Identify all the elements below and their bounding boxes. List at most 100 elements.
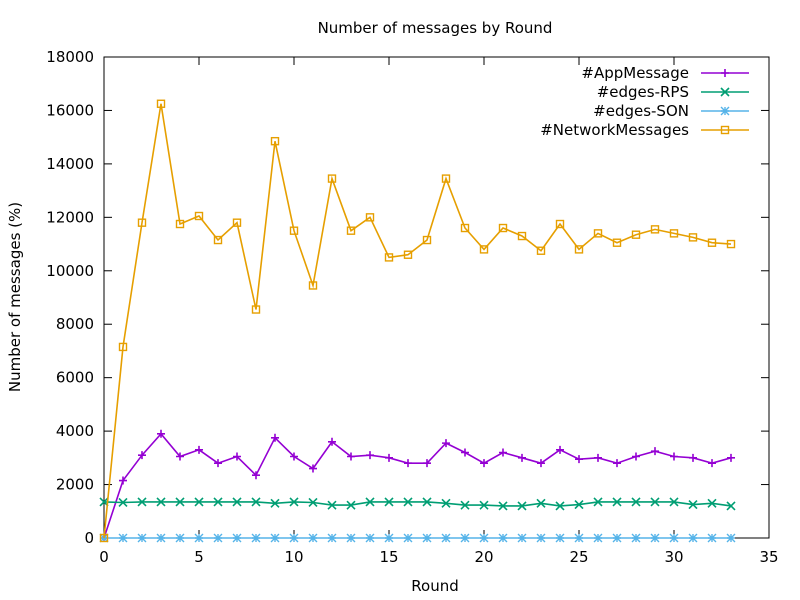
data-point-edges-son [232,533,242,543]
data-point-edges-son [327,533,337,543]
data-point-appmessage [404,459,412,468]
data-point-edges-rps [593,497,603,507]
data-point-networkmessages [593,229,603,238]
data-point-appmessage [252,471,260,480]
y-tick-label: 18000 [46,48,94,66]
data-point-edges-rps [194,497,204,507]
data-point-edges-rps [422,497,432,507]
data-point-edges-son [441,533,451,543]
data-point-networkmessages [536,246,546,255]
data-point-edges-son [213,533,223,543]
data-point-edges-rps [232,497,242,507]
data-point-appmessage [195,445,203,454]
data-point-edges-son [707,533,717,543]
data-point-networkmessages [327,174,337,183]
data-point-networkmessages [99,533,109,543]
legend-label: #edges-SON [593,102,689,120]
data-point-appmessage [442,439,450,448]
data-point-edges-rps [669,497,679,507]
data-point-networkmessages [631,230,641,239]
chart-title: Number of messages by Round [318,19,553,37]
data-point-networkmessages [365,213,375,222]
data-point-edges-son [137,533,147,543]
data-point-networkmessages [479,245,489,254]
data-point-edges-son [498,533,508,543]
data-point-edges-son [308,533,318,543]
data-point-networkmessages [194,211,204,221]
data-point-edges-rps [631,497,641,507]
data-point-edges-son [365,533,375,543]
data-point-networkmessages [650,225,660,234]
x-tick-label: 10 [284,548,303,566]
series-appmessage [100,429,735,542]
plot-area [99,99,736,543]
data-point-appmessage [670,452,678,461]
data-point-appmessage [556,445,564,454]
data-point-appmessage [214,459,222,468]
data-point-edges-son [384,533,394,543]
data-point-edges-son [517,533,527,543]
data-point-appmessage [309,464,317,473]
data-point-edges-rps [251,497,261,507]
y-tick-label: 2000 [56,476,94,494]
legend-entry-networkmessages: #NetworkMessages [540,121,749,139]
data-point-networkmessages [688,233,698,242]
data-point-networkmessages [726,239,736,249]
data-point-appmessage [119,476,127,485]
y-tick-label: 6000 [56,369,94,387]
data-point-appmessage [328,437,336,446]
x-axis-label: Round [411,577,458,595]
data-point-edges-son [555,533,565,543]
y-axis-label: Number of messages (%) [6,202,24,392]
data-point-edges-rps [726,501,736,511]
data-point-edges-rps [308,497,318,508]
data-point-edges-rps [574,500,584,510]
series-line-appmessage [103,432,732,539]
data-point-networkmessages [137,218,147,227]
data-point-edges-son [479,533,489,543]
data-point-edges-son [156,533,166,543]
y-tick-label: 14000 [46,155,94,173]
legend-marker [720,106,730,116]
data-point-edges-son [726,533,736,543]
x-tick-label: 15 [379,548,398,566]
data-point-edges-son [650,533,660,543]
data-point-networkmessages [384,253,394,262]
y-tick-label: 8000 [56,315,94,333]
data-point-edges-rps [137,497,147,507]
legend-marker [721,69,729,77]
data-point-edges-rps [270,498,280,508]
data-point-edges-rps [688,500,698,510]
x-tick-label: 35 [759,548,778,566]
data-point-appmessage [537,459,545,468]
legend-entry-appmessage: #AppMessage [581,64,749,82]
data-point-appmessage [271,433,279,442]
data-point-appmessage [518,453,526,462]
data-point-appmessage [708,459,716,468]
data-point-edges-son [346,533,356,543]
data-point-networkmessages [289,226,299,235]
data-point-edges-rps [403,497,413,507]
data-point-networkmessages [175,219,185,229]
data-point-edges-son [251,533,261,543]
data-point-networkmessages [251,305,261,314]
data-point-edges-son [194,533,204,543]
data-point-networkmessages [422,235,432,245]
data-point-appmessage [423,459,431,468]
axes: 0 2000 4000 6000 8000 10000 12000 14000 16000 180… [46,48,778,566]
data-point-appmessage [689,453,697,462]
data-point-edges-son [460,533,470,543]
data-point-networkmessages [612,238,622,247]
y-tick-label: 16000 [46,101,94,119]
data-point-appmessage [233,452,241,461]
data-point-edges-rps [650,497,660,507]
data-point-networkmessages [517,231,527,241]
x-tick-label: 30 [664,548,683,566]
data-point-edges-rps [327,500,337,510]
data-point-edges-son [403,533,413,543]
data-point-appmessage [138,451,146,460]
data-point-edges-son [612,533,622,543]
series-edges-son [99,533,736,543]
data-point-appmessage [632,452,640,461]
data-point-edges-rps [517,501,527,511]
